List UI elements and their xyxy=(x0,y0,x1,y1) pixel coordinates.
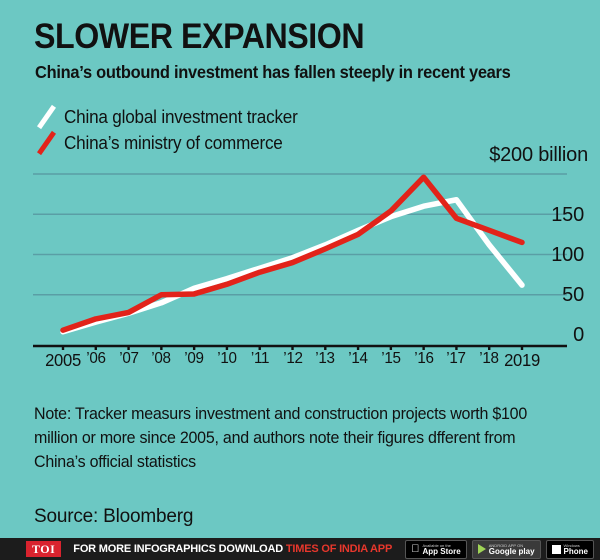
x-tick-label: ’06 xyxy=(86,350,106,367)
footer-promo-text: FOR MORE INFOGRAPHICS DOWNLOAD TIMES OF … xyxy=(73,543,392,555)
x-tick-label: ’14 xyxy=(348,350,368,367)
x-tick-label: 2019 xyxy=(504,350,540,370)
x-tick-label: ’09 xyxy=(184,350,204,367)
footer-text-plain: FOR MORE INFOGRAPHICS DOWNLOAD xyxy=(73,543,286,555)
google-play-badge[interactable]: ANDROID APP ON Google play xyxy=(471,539,541,559)
x-tick-label: ’15 xyxy=(381,350,401,367)
legend-item-mofcom: China’s ministry of commerce xyxy=(34,130,454,156)
y-axis-unit-label: $200 billion xyxy=(489,144,588,166)
x-tick-label: ’11 xyxy=(250,350,270,367)
windows-icon xyxy=(551,544,561,554)
legend-label-mofcom: China’s ministry of commerce xyxy=(64,132,283,153)
google-play-icon xyxy=(477,544,486,554)
y-tick-150: 150 xyxy=(551,204,584,226)
y-tick-0: 0 xyxy=(573,324,584,346)
page-title: SLOWER EXPANSION xyxy=(34,17,365,56)
x-tick-label: ’16 xyxy=(413,350,434,367)
x-tick-label: ’08 xyxy=(151,350,172,367)
app-badges:  Available on the App Store ANDROID APP… xyxy=(405,539,594,559)
promo-footer-bar: TOI FOR MORE INFOGRAPHICS DOWNLOAD TIMES… xyxy=(0,538,600,560)
google-play-badge-main: Google play xyxy=(488,546,535,556)
x-tick-label: 2005 xyxy=(45,350,81,370)
windows-phone-badge-top: Windows xyxy=(563,542,580,548)
x-tick-label: ’17 xyxy=(446,350,467,367)
app-store-badge-top: Available on the xyxy=(422,542,451,548)
windows-phone-badge-main: Phone xyxy=(563,546,588,556)
series-line-mofcom xyxy=(60,174,525,333)
chart-note: Note: Tracker measurs investment and con… xyxy=(34,405,528,471)
toi-logo: TOI xyxy=(26,541,62,557)
line-chart xyxy=(33,173,567,350)
y-tick-50: 50 xyxy=(562,284,584,306)
chart-legend: China global investment tracker China’s … xyxy=(34,104,454,156)
windows-phone-badge[interactable]: Windows Phone xyxy=(545,539,594,559)
app-store-badge[interactable]:  Available on the App Store xyxy=(405,539,467,559)
x-tick-label: ’18 xyxy=(479,350,499,367)
x-axis-labels: 2005 ’06 ’07 ’08 ’09 ’10 ’11 ’12 ’13 ’14 ’15 ’16 ’17… xyxy=(0,350,600,376)
footer-text-highlight: TIMES OF INDIA APP xyxy=(285,543,393,555)
y-tick-100: 100 xyxy=(551,244,584,266)
legend-label-tracker: China global investment tracker xyxy=(64,106,298,127)
chart-source: Source: Bloomberg xyxy=(34,506,194,527)
x-tick-label: ’10 xyxy=(217,350,237,367)
app-store-badge-main: App Store xyxy=(422,546,461,556)
legend-item-tracker: China global investment tracker xyxy=(34,104,454,130)
x-tick-label: ’07 xyxy=(118,350,139,367)
x-tick-label: ’13 xyxy=(315,350,336,367)
apple-icon:  xyxy=(411,543,419,555)
google-play-badge-top: ANDROID APP ON xyxy=(488,542,524,548)
x-tick-label: ’12 xyxy=(282,350,303,367)
page-subtitle: China’s outbound investment has fallen s… xyxy=(35,62,511,82)
